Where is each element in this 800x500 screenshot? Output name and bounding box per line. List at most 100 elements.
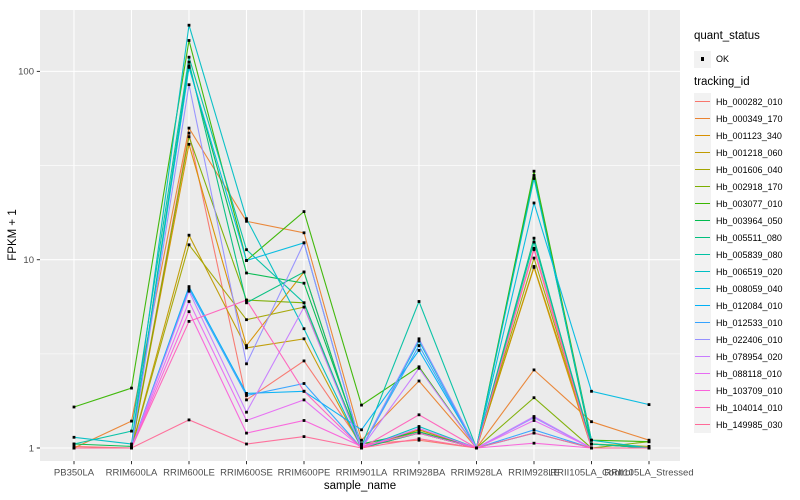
data-point	[302, 435, 306, 438]
data-point	[187, 243, 191, 247]
legend-item-label: Hb_103709_010	[716, 385, 783, 396]
data-point	[360, 442, 363, 446]
data-point	[590, 420, 593, 424]
legend-key-box	[694, 110, 711, 127]
legend-line-swatch	[695, 236, 710, 239]
data-point	[417, 337, 421, 341]
data-point	[187, 60, 191, 64]
legend-item-Hb_003964_050: Hb_003964_050	[694, 212, 783, 229]
data-point	[72, 435, 76, 439]
data-point	[130, 445, 133, 448]
legend-key-box	[694, 93, 711, 110]
data-point	[532, 248, 536, 252]
x-tick-label: RRIM928BA	[393, 468, 446, 479]
data-point	[187, 39, 191, 42]
data-point	[187, 131, 191, 135]
data-point	[302, 337, 306, 341]
data-point	[417, 437, 421, 441]
legend-line-swatch	[695, 355, 710, 358]
data-point	[245, 298, 248, 302]
data-point	[245, 259, 248, 262]
legend-key-box	[694, 314, 711, 331]
data-point	[302, 327, 306, 331]
x-axis-title: sample_name	[323, 480, 397, 492]
data-point	[532, 441, 536, 445]
data-point	[187, 83, 191, 87]
legend-line-swatch	[695, 389, 710, 392]
data-point	[532, 396, 536, 400]
legend-line-swatch	[695, 423, 710, 426]
data-point	[532, 256, 536, 260]
legend-title-tracking-id: tracking_id	[694, 76, 750, 88]
data-point	[590, 442, 593, 446]
data-point	[532, 419, 536, 422]
data-point	[417, 438, 421, 442]
data-point	[187, 287, 191, 291]
data-point	[187, 310, 191, 313]
legend-item-Hb_022406_010: Hb_022406_010	[694, 331, 783, 348]
legend-item-Hb_104014_010: Hb_104014_010	[694, 399, 783, 416]
data-point	[302, 389, 306, 393]
x-tick-label: PB350LA	[54, 468, 95, 479]
legend-line-swatch	[695, 304, 710, 307]
data-point	[417, 413, 421, 417]
data-point	[245, 419, 248, 422]
data-point	[72, 405, 76, 409]
x-tick-label: RRIM928LE	[508, 468, 560, 479]
data-point	[302, 241, 306, 245]
legend-line-swatch	[695, 219, 710, 222]
legend-key-box	[694, 263, 711, 280]
data-point	[245, 271, 248, 275]
data-point	[647, 440, 651, 444]
data-point	[187, 126, 191, 130]
data-point	[245, 301, 248, 305]
legend-line-swatch	[695, 151, 710, 154]
legend-key-box	[694, 416, 711, 433]
data-point	[187, 285, 191, 288]
legend-item-Hb_078954_020: Hb_078954_020	[694, 348, 783, 365]
data-point	[187, 289, 191, 293]
legend-item-Hb_001123_340: Hb_001123_340	[694, 127, 783, 144]
data-point	[590, 389, 593, 393]
data-point	[245, 394, 248, 397]
legend-item-label: Hb_002918_170	[716, 181, 783, 192]
data-point	[532, 240, 536, 244]
data-point	[647, 446, 651, 450]
data-point	[532, 174, 536, 177]
data-point	[417, 431, 421, 435]
legend-item-Hb_088118_010: Hb_088118_010	[694, 365, 783, 382]
x-tick-label: RRIM600LA	[106, 468, 158, 479]
x-tick-label: RRIM928LA	[451, 468, 503, 479]
legend-item-label: Hb_001123_340	[716, 130, 782, 141]
data-point	[302, 398, 306, 402]
data-point	[302, 270, 306, 274]
x-tick-label: RRIM600LE	[163, 468, 215, 479]
data-point	[532, 169, 536, 173]
data-point	[532, 177, 536, 180]
data-point	[302, 305, 306, 309]
y-tick-label: 100	[18, 67, 34, 78]
legend-item-label: Hb_005511_080	[716, 232, 782, 243]
data-point	[532, 201, 536, 205]
legend-item-Hb_001606_040: Hb_001606_040	[694, 161, 783, 178]
legend-line-swatch	[695, 406, 710, 409]
data-point	[647, 403, 651, 406]
legend-item-label: Hb_006519_020	[716, 266, 783, 277]
data-point	[532, 431, 536, 435]
legend-item-label: OK	[716, 54, 730, 64]
legend-item-label: Hb_022406_010	[716, 334, 783, 345]
legend-item-label: Hb_005839_080	[716, 249, 783, 260]
legend-key-box	[694, 144, 711, 161]
data-point	[302, 419, 306, 422]
data-point	[417, 379, 421, 383]
data-point	[130, 446, 133, 450]
legend-line-swatch	[695, 287, 710, 290]
data-point	[417, 300, 421, 303]
legend-item-Hb_002918_170: Hb_002918_170	[694, 178, 783, 195]
data-point	[417, 344, 421, 347]
plot-panel	[40, 10, 680, 461]
legend-item-label: Hb_088118_010	[716, 368, 782, 379]
data-point	[72, 442, 76, 446]
data-point	[417, 365, 421, 369]
legend-item-Hb_005839_080: Hb_005839_080	[694, 246, 783, 263]
